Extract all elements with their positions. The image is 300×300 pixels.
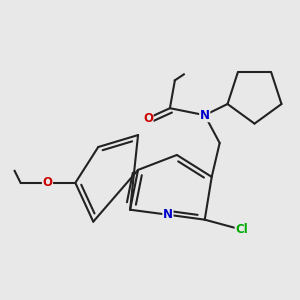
Text: O: O (143, 112, 153, 124)
Text: N: N (163, 208, 173, 221)
Text: O: O (43, 176, 52, 189)
Text: N: N (200, 109, 210, 122)
Text: Cl: Cl (235, 223, 248, 236)
